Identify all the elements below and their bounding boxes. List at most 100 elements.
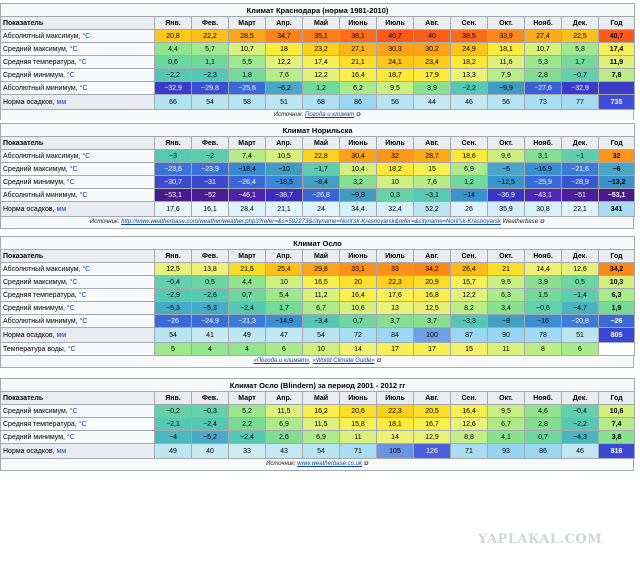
value-cell: 1,2 [302, 81, 340, 95]
row-label: Абсолютный минимум, °C [0, 81, 155, 95]
value-cell: 4,4 [154, 42, 192, 56]
unit-link[interactable]: °C [69, 45, 78, 53]
value-cell: −21,3 [228, 314, 266, 328]
unit-link[interactable]: мм [56, 447, 67, 455]
source-link[interactable]: www.weatherbase.co.uk [297, 461, 362, 467]
unit-link[interactable]: °C [66, 304, 75, 312]
page-cut [0, 375, 640, 378]
value-cell: −0,6 [524, 301, 562, 315]
value-cell: 78 [524, 327, 562, 343]
value-cell: 10,7 [228, 42, 266, 56]
unit-link[interactable]: °C [82, 32, 91, 40]
column-header: Нояб. [524, 136, 562, 150]
value-cell: 18,1 [376, 417, 414, 431]
value-cell: 28,5 [228, 29, 266, 43]
column-header: Окт. [487, 16, 525, 30]
value-cell: −20,8 [561, 314, 599, 328]
unit-link[interactable]: °C [79, 317, 88, 325]
value-cell: −2,9 [154, 288, 192, 302]
source-link[interactable]: «Погода и климат» [253, 358, 310, 364]
value-cell: 12,6 [450, 417, 488, 431]
value-cell: 18,2 [450, 55, 488, 69]
unit-link[interactable]: °C [67, 345, 76, 353]
value-cell: 15,8 [339, 417, 377, 431]
row-label: Средний минимум, °C [0, 68, 155, 82]
unit-link[interactable]: мм [56, 98, 67, 106]
unit-link[interactable]: мм [56, 331, 67, 339]
value-cell: −2,4 [228, 301, 266, 315]
unit-link[interactable]: °C [69, 165, 78, 173]
watermark: YAPLAKAL.COM [478, 532, 603, 547]
value-cell: 12,9 [413, 430, 451, 444]
value-cell: −2,1 [154, 417, 192, 431]
unit-link[interactable]: °C [66, 433, 75, 441]
value-cell: 6,9 [265, 417, 303, 431]
row-label: Средняя температура, °C [0, 417, 155, 431]
column-header: Март [228, 249, 266, 263]
value-cell: 22,3 [376, 404, 414, 418]
unit-link[interactable]: °C [79, 191, 88, 199]
value-cell: 22,1 [561, 201, 599, 217]
row-label: Средний максимум, °C [0, 162, 155, 176]
value-cell: 54 [154, 327, 192, 343]
column-header: Авг. [413, 16, 451, 30]
value-cell: 10,3 [598, 275, 635, 289]
unit-link[interactable]: °C [69, 407, 78, 415]
value-cell: 40,7 [376, 29, 414, 43]
unit-link[interactable]: °C [82, 265, 91, 273]
column-header: Сен. [450, 136, 488, 150]
row-label: Норма осадков, мм [0, 443, 155, 459]
value-cell: 1,7 [265, 301, 303, 315]
value-cell: 34,7 [265, 29, 303, 43]
value-cell: 28,7 [413, 149, 451, 163]
value-cell: 17,9 [413, 68, 451, 82]
column-header: Янв. [154, 136, 192, 150]
value-cell: 18,1 [487, 42, 525, 56]
unit-link[interactable]: °C [82, 152, 91, 160]
unit-link[interactable]: °C [78, 420, 87, 428]
table-row: Абсолютный минимум, °C −53,1 −52 −46,1 −38,7… [0, 188, 636, 202]
value-cell: 17 [376, 342, 414, 356]
value-cell: 56 [487, 94, 525, 110]
column-header: Июнь [339, 391, 377, 405]
climate-table-oslo: Климат Осло Показатель Янв. Фев. Март Апр. Май… [0, 236, 635, 368]
value-cell: 12,2 [450, 288, 488, 302]
value-cell: 18,2 [376, 162, 414, 176]
unit-link[interactable]: °C [78, 58, 87, 66]
unit-link[interactable]: °C [66, 71, 75, 79]
value-cell: 58 [228, 94, 266, 110]
unit-link[interactable]: °C [66, 178, 75, 186]
column-header: Окт. [487, 391, 525, 405]
column-header: Авг. [413, 249, 451, 263]
value-cell: 87 [450, 327, 488, 343]
table-title: Климат Осло (Blindern) за период 2001 - … [0, 378, 636, 392]
value-cell: 47 [265, 327, 303, 343]
source-link[interactable]: «World Climate Guide» [312, 358, 375, 364]
column-header: Янв. [154, 249, 192, 263]
value-cell: 22,5 [561, 29, 599, 43]
unit-link[interactable]: °C [78, 291, 87, 299]
value-cell: 0,5 [191, 275, 229, 289]
unit-link[interactable]: °C [69, 278, 78, 286]
source-link[interactable]: Погода и климат [304, 112, 355, 118]
value-cell: 1,2 [450, 175, 488, 189]
value-cell: −12,5 [487, 175, 525, 189]
table-row: Средняя температура, °C −2,9 −2,6 0,7 5,4 11,… [0, 288, 635, 302]
unit-link[interactable]: °C [79, 84, 88, 92]
value-cell: 56 [376, 94, 414, 110]
value-cell: 16,1 [191, 201, 229, 217]
value-cell: 0,7 [228, 288, 266, 302]
value-cell: −2,2 [561, 417, 599, 431]
source-link[interactable]: http://www.weatherbase.com/weather/weath… [121, 219, 501, 225]
value-cell: 11 [487, 342, 525, 356]
value-cell: 16,5 [302, 275, 340, 289]
value-cell: 6,9 [302, 430, 340, 444]
unit-link[interactable]: мм [56, 205, 67, 213]
value-cell: 3,1 [524, 149, 562, 163]
value-cell: 105 [376, 443, 414, 459]
value-cell: 16,4 [339, 288, 377, 302]
value-cell: −3 [154, 149, 192, 163]
value-cell: 14 [339, 342, 377, 356]
value-cell: 6,3 [598, 288, 635, 302]
column-header: Дек. [561, 391, 599, 405]
